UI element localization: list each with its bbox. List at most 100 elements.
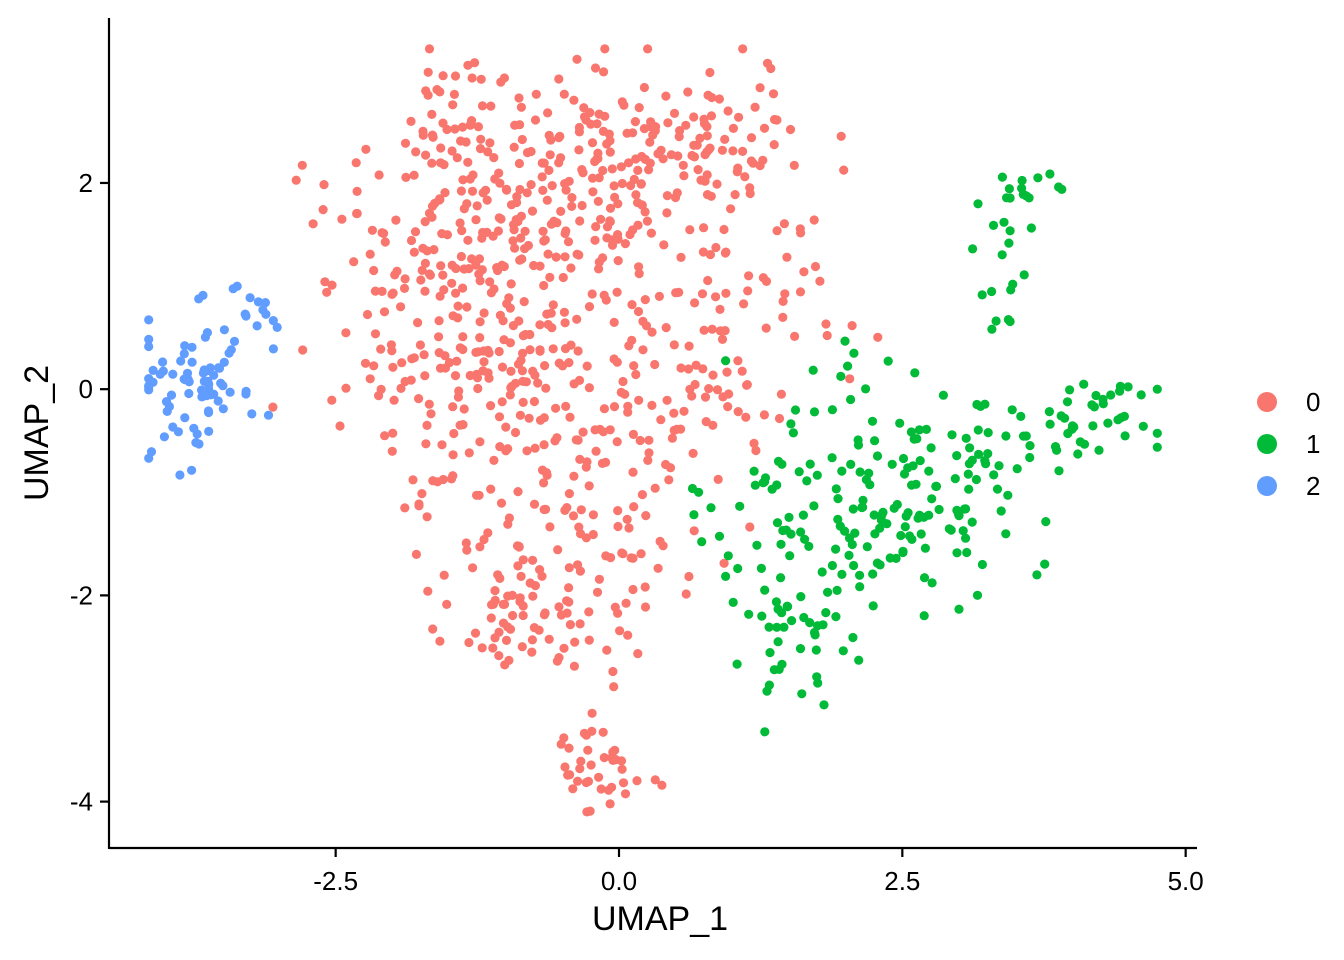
point-cluster-0 [593,196,603,206]
point-cluster-2 [241,386,251,396]
point-cluster-0 [528,555,538,565]
point-cluster-0 [530,115,541,125]
point-cluster-0 [436,143,446,153]
point-cluster-1 [773,637,783,647]
point-cluster-0 [435,636,445,646]
point-cluster-0 [597,458,608,468]
point-cluster-0 [543,108,553,118]
point-cluster-1 [954,604,964,614]
point-cluster-0 [424,44,435,54]
point-cluster-0 [734,112,744,122]
point-cluster-0 [528,591,538,601]
point-cluster-1 [821,608,831,618]
point-cluster-0 [526,180,536,190]
point-cluster-1 [989,470,999,480]
point-cluster-1 [750,480,760,490]
point-cluster-1 [844,550,854,561]
point-cluster-0 [401,172,411,182]
point-cluster-0 [584,607,594,617]
point-cluster-0 [541,468,552,478]
point-cluster-0 [440,351,450,361]
point-cluster-0 [587,289,597,299]
point-cluster-1 [773,604,783,614]
point-cluster-0 [571,435,581,445]
point-cluster-0 [468,563,478,573]
point-cluster-0 [628,429,639,439]
x-tick-label: -2.5 [313,866,358,896]
point-cluster-0 [448,402,458,412]
point-cluster-0 [476,74,486,84]
point-cluster-1 [927,578,937,588]
point-cluster-0 [733,163,743,173]
point-cluster-2 [272,322,282,332]
point-cluster-1 [1021,431,1031,441]
point-cluster-0 [448,100,458,110]
point-cluster-0 [494,412,505,422]
point-cluster-0 [642,216,653,226]
point-cluster-1 [915,456,925,466]
point-cluster-0 [365,374,375,384]
point-cluster-0 [542,195,552,205]
point-cluster-0 [396,383,406,393]
point-cluster-0 [555,131,565,141]
point-cluster-0 [545,150,555,160]
point-cluster-0 [616,387,626,397]
point-cluster-0 [598,165,608,176]
point-cluster-2 [261,309,271,319]
point-cluster-1 [926,443,936,453]
point-cluster-0 [755,83,765,93]
point-cluster-0 [705,67,715,78]
point-cluster-0 [420,286,430,296]
point-cluster-1 [1091,390,1101,401]
point-cluster-1 [836,371,846,381]
point-cluster-0 [537,158,547,168]
point-cluster-1 [967,517,977,527]
y-tick-label: -2 [70,580,93,610]
point-cluster-0 [609,354,619,364]
point-cluster-0 [647,327,657,337]
point-cluster-2 [179,349,189,359]
point-cluster-0 [298,345,308,355]
point-cluster-1 [1089,402,1099,412]
point-cluster-1 [809,407,820,417]
point-cluster-0 [507,590,517,601]
point-cluster-0 [636,549,646,559]
point-cluster-0 [669,108,680,118]
point-cluster-0 [740,172,750,182]
point-cluster-0 [613,230,623,240]
point-cluster-0 [435,363,446,373]
point-cluster-0 [582,361,592,371]
point-cluster-1 [744,609,754,619]
point-cluster-0 [782,252,792,262]
point-cluster-1 [927,494,937,504]
point-cluster-0 [501,635,512,646]
point-cluster-1 [858,495,868,505]
point-cluster-0 [495,573,505,584]
point-cluster-0 [839,165,849,175]
point-cluster-0 [518,348,528,358]
point-cluster-2 [175,470,185,480]
point-cluster-1 [865,480,875,490]
point-cluster-1 [732,659,742,669]
point-cluster-0 [475,317,485,327]
point-cluster-0 [564,176,574,186]
point-cluster-0 [456,186,466,196]
point-cluster-0 [411,147,421,157]
point-cluster-0 [473,122,483,132]
point-cluster-1 [784,512,794,523]
point-cluster-0 [544,634,554,644]
point-cluster-0 [778,312,788,322]
point-cluster-0 [778,296,788,306]
point-cluster-1 [1106,390,1116,400]
point-cluster-0 [573,776,583,786]
point-cluster-0 [643,455,653,465]
point-cluster-0 [594,264,604,274]
point-cluster-0 [520,226,530,236]
point-cluster-0 [539,280,549,291]
point-cluster-0 [489,153,499,163]
point-cluster-0 [599,753,609,763]
point-cluster-1 [817,567,827,577]
point-cluster-0 [585,806,595,816]
point-cluster-0 [619,100,629,110]
point-cluster-1 [777,659,787,669]
